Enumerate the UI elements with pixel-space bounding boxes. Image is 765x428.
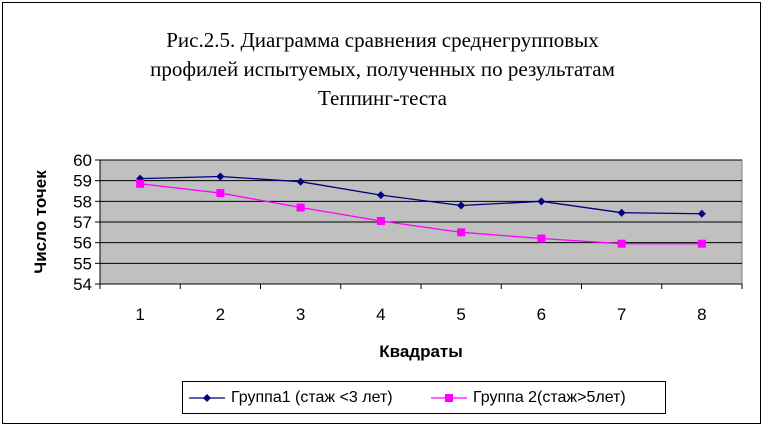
legend-item-group1: Группа1 (стаж <3 лет) <box>187 382 393 413</box>
y-tick-label: 60 <box>73 151 92 170</box>
data-point <box>136 179 145 188</box>
y-tick-label: 55 <box>73 254 92 273</box>
data-point <box>216 189 225 198</box>
data-point <box>617 239 626 248</box>
y-tick-label: 58 <box>73 192 92 211</box>
data-point <box>617 208 626 217</box>
x-tick-label: 5 <box>456 305 465 324</box>
y-tick-label: 59 <box>73 172 92 191</box>
x-tick-labels: 1 2 3 4 5 6 7 8 <box>99 284 743 324</box>
x-axis-label: Квадраты <box>379 342 463 361</box>
y-tick-label: 57 <box>73 213 92 232</box>
x-tick-label: 7 <box>617 305 626 324</box>
data-point <box>376 216 385 225</box>
x-tick-label: 8 <box>697 305 706 324</box>
y-axis-label: Число точек <box>31 170 50 274</box>
data-point <box>376 191 385 200</box>
data-point <box>697 209 706 218</box>
x-tick-label: 6 <box>537 305 546 324</box>
x-tick-label: 1 <box>135 305 144 324</box>
data-point <box>216 172 225 181</box>
legend-label-group1: Группа1 (стаж <3 лет) <box>231 388 393 406</box>
y-tick-label: 56 <box>73 234 92 253</box>
legend-label-group2: Группа 2(стаж>5лет) <box>473 388 626 406</box>
legend-square-icon <box>431 393 467 402</box>
y-tick-label: 54 <box>73 275 92 294</box>
data-point <box>296 177 305 186</box>
x-tick-label: 4 <box>376 305 385 324</box>
data-point <box>457 201 466 210</box>
legend-diamond-icon <box>189 393 225 402</box>
data-point <box>457 228 466 237</box>
x-tick-label: 3 <box>296 305 305 324</box>
chart-title: Рис.2.5. Диаграмма сравнения среднегрупп… <box>150 28 615 110</box>
series-line-1 <box>140 175 702 215</box>
series-lines <box>136 172 706 248</box>
legend: Группа1 (стаж <3 лет) Группа 2(стаж>5лет… <box>182 381 666 414</box>
data-point <box>537 234 546 243</box>
legend-item-group2: Группа 2(стаж>5лет) <box>429 382 626 413</box>
series-line-2 <box>140 183 702 245</box>
data-point <box>697 239 706 248</box>
x-tick-label: 2 <box>216 305 225 324</box>
data-point <box>296 203 305 212</box>
data-point <box>537 197 546 206</box>
grid-lines <box>100 159 742 264</box>
